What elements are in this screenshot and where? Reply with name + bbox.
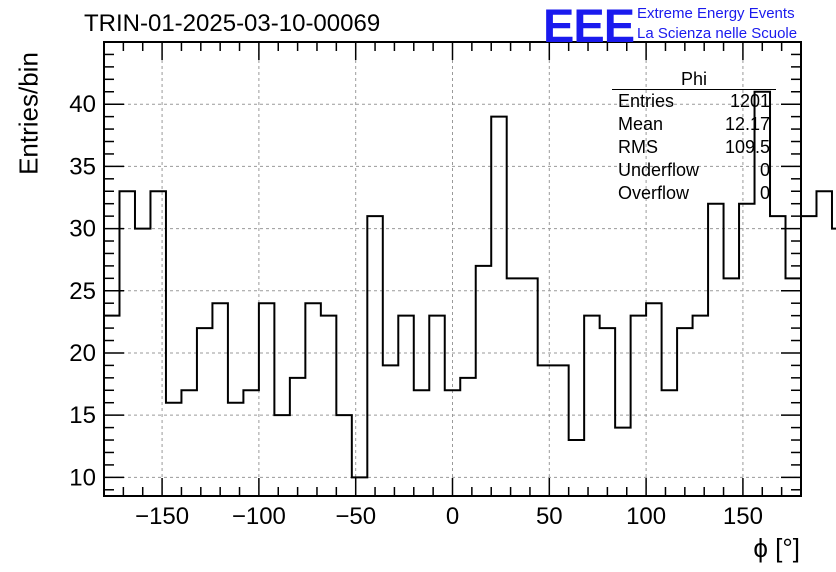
y-tick-label: 30 xyxy=(69,216,96,243)
tick-label-layer: −150 −100 −50 0 50 100 150 10 15 20 25 30 35 40 xyxy=(69,91,763,530)
stats-row-mean: Mean 12.17 xyxy=(612,113,776,136)
tick-layer xyxy=(103,41,802,496)
stats-value: 0 xyxy=(759,160,770,180)
y-axis-label: Entries/bin xyxy=(13,52,44,175)
y-tick-label: 40 xyxy=(69,91,96,118)
grid-layer xyxy=(104,42,801,496)
x-axis-label: ϕ [°] xyxy=(753,533,800,563)
histogram-line xyxy=(103,90,836,496)
x-tick-label: 100 xyxy=(626,503,666,530)
y-tick-label: 20 xyxy=(69,340,96,367)
stats-row-overflow: Overflow 0 xyxy=(612,182,776,205)
stats-row-entries: Entries 1201 xyxy=(612,90,776,113)
x-tick-label: −100 xyxy=(232,503,286,530)
chart-title: TRIN-01-2025-03-10-00069 xyxy=(84,10,381,37)
x-tick-label: −50 xyxy=(335,503,376,530)
stats-value: 1201 xyxy=(729,91,770,111)
stats-value: 109.5 xyxy=(724,137,770,157)
logo-line-1: Extreme Energy Events xyxy=(637,5,795,22)
stats-box: Phi Entries 1201 Mean 12.17 RMS 109.5 Un… xyxy=(612,69,776,205)
stats-label: Mean xyxy=(618,114,664,134)
eee-logo: EEE xyxy=(543,0,635,52)
stats-value: 0 xyxy=(759,183,770,203)
x-tick-label: 150 xyxy=(723,503,763,530)
y-tick-label: 15 xyxy=(69,402,96,429)
stats-label: Entries xyxy=(618,91,675,111)
x-tick-label: 0 xyxy=(446,503,459,530)
stats-name: Phi xyxy=(612,69,776,90)
y-tick-label: 25 xyxy=(69,278,96,305)
x-tick-label: 50 xyxy=(536,503,563,530)
stats-row-underflow: Underflow 0 xyxy=(612,159,776,182)
logo-line-2: La Scienza nelle Scuole xyxy=(637,25,798,42)
y-tick-label: 10 xyxy=(69,464,96,491)
stats-label: Overflow xyxy=(618,183,690,203)
stats-label: Underflow xyxy=(618,160,700,180)
stats-label: RMS xyxy=(618,137,658,157)
stats-value: 12.17 xyxy=(724,114,770,134)
y-tick-label: 35 xyxy=(69,153,96,180)
x-tick-label: −150 xyxy=(135,503,189,530)
stats-row-rms: RMS 109.5 xyxy=(612,136,776,159)
